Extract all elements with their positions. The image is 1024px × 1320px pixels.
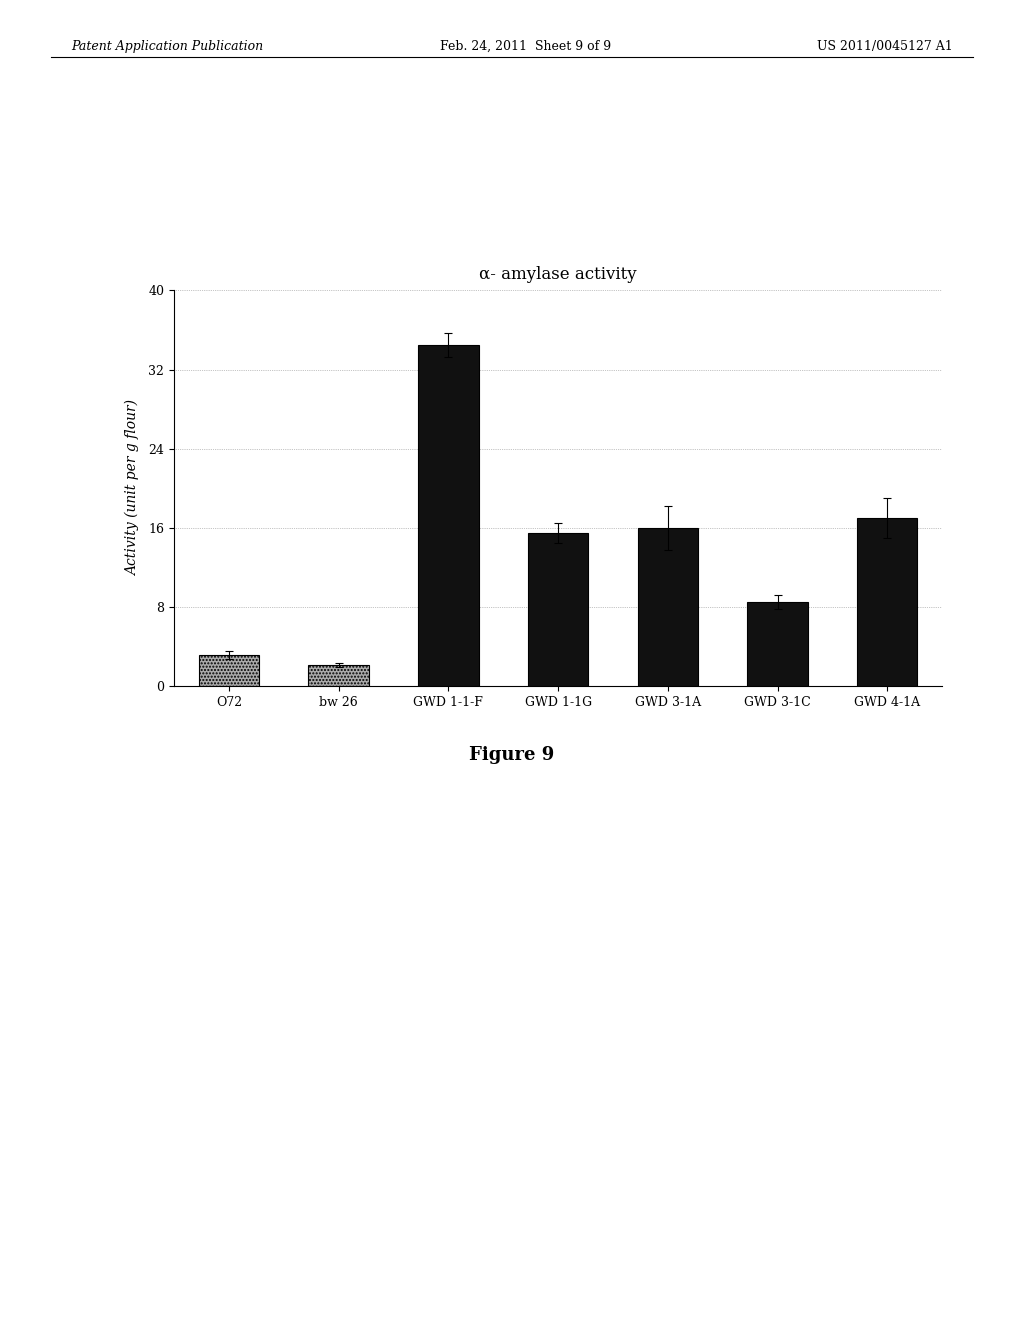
Text: US 2011/0045127 A1: US 2011/0045127 A1 [816, 40, 952, 53]
Title: α- amylase activity: α- amylase activity [479, 267, 637, 284]
Bar [638, 528, 698, 686]
Bar [857, 517, 918, 686]
Text: Figure 9: Figure 9 [469, 746, 555, 764]
Bar [199, 655, 259, 686]
Bar [418, 345, 478, 686]
Text: Patent Application Publication: Patent Application Publication [72, 40, 264, 53]
Text: Feb. 24, 2011  Sheet 9 of 9: Feb. 24, 2011 Sheet 9 of 9 [440, 40, 611, 53]
Y-axis label: Activity (unit per g flour): Activity (unit per g flour) [126, 400, 140, 577]
Bar [308, 665, 369, 686]
Bar [528, 533, 588, 686]
Bar [748, 602, 808, 686]
